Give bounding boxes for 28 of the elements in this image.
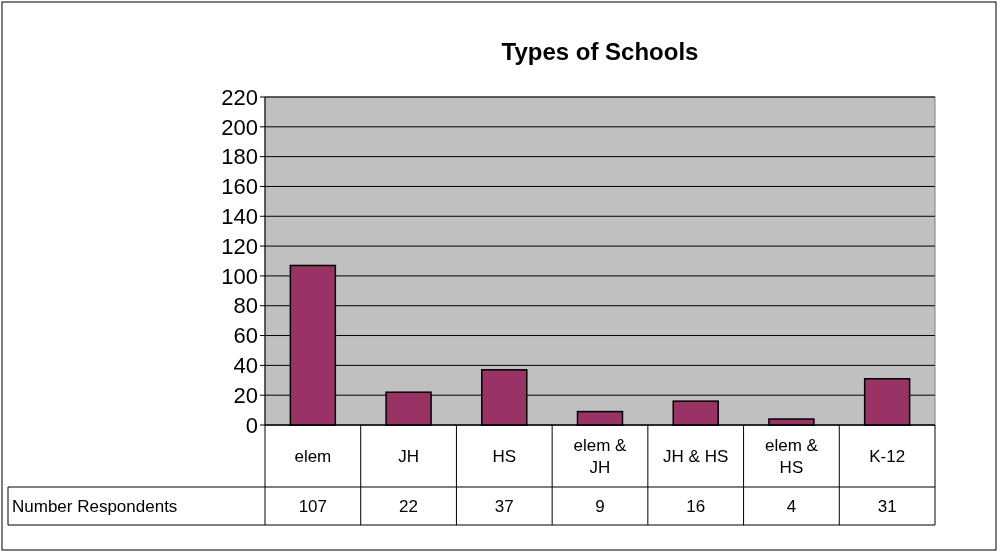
data-label: 16 xyxy=(686,496,706,516)
x-tick-label: HS xyxy=(492,446,517,466)
y-tick-label: 140 xyxy=(221,203,258,229)
y-tick-label: 180 xyxy=(221,144,258,170)
x-tick-label: K-12 xyxy=(869,446,906,466)
x-tick-label: elem xyxy=(294,446,332,466)
data-label: 9 xyxy=(595,496,605,516)
data-label: 22 xyxy=(399,496,419,516)
y-tick-label: 80 xyxy=(233,293,258,319)
x-tick-label: elem & JH xyxy=(573,435,628,478)
y-tick-label: 160 xyxy=(221,174,258,200)
data-label: 4 xyxy=(786,496,797,516)
data-label: 107 xyxy=(298,496,328,516)
y-tick-label: 20 xyxy=(233,382,258,408)
y-tick-label: 200 xyxy=(221,114,258,140)
y-tick-label: 40 xyxy=(233,353,258,379)
x-tick-label: JH & HS xyxy=(663,446,729,466)
y-tick-label: 100 xyxy=(221,263,258,289)
x-tick-label: elem & HS xyxy=(764,435,819,478)
data-label: 31 xyxy=(877,496,897,516)
y-tick-label: 0 xyxy=(245,412,258,438)
data-label: 37 xyxy=(494,496,514,516)
x-tick-label: JH xyxy=(398,446,419,466)
y-tick-label: 120 xyxy=(221,233,258,259)
chart-title: Types of Schools xyxy=(501,38,699,65)
legend-label: Number Respondents xyxy=(12,496,178,516)
y-tick-label: 220 xyxy=(221,84,258,110)
y-tick-label: 60 xyxy=(233,323,258,349)
